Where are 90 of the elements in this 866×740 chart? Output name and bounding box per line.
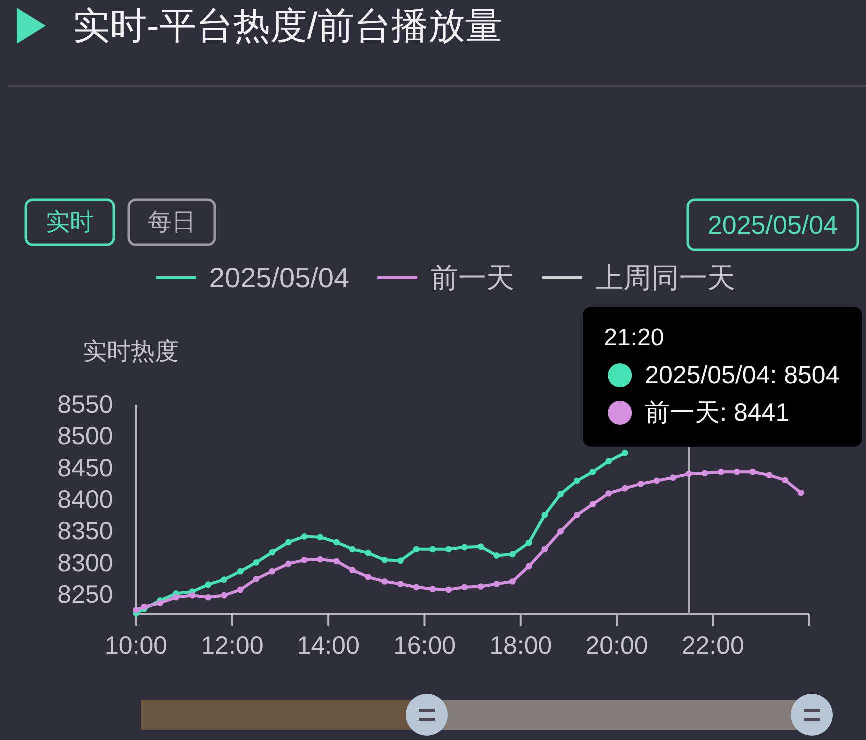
point <box>718 468 725 476</box>
point <box>478 544 484 550</box>
point <box>413 584 420 591</box>
point <box>446 546 452 553</box>
point <box>397 581 404 588</box>
point <box>478 584 484 590</box>
point <box>382 578 388 585</box>
x-tick-label: 16:00 <box>393 632 456 660</box>
point <box>510 578 516 585</box>
point <box>397 558 404 564</box>
x-tick-label: 18:00 <box>490 632 552 660</box>
x-tick-label: 22:00 <box>682 632 744 660</box>
point <box>510 551 516 558</box>
point <box>574 512 580 518</box>
point <box>702 470 708 477</box>
point <box>558 491 564 498</box>
point <box>221 592 228 599</box>
point <box>253 560 260 566</box>
x-tick-label: 12:00 <box>201 632 264 660</box>
legend-label: 前一天 <box>430 262 515 294</box>
point <box>606 490 612 497</box>
point <box>622 485 628 492</box>
chart-title: 实时-平台热度/前台播放量 <box>73 6 503 46</box>
point <box>301 556 308 564</box>
point <box>237 586 244 594</box>
point <box>317 556 324 563</box>
point <box>734 468 740 476</box>
point <box>590 468 596 476</box>
point <box>269 549 276 556</box>
point <box>782 477 788 484</box>
y-tick-label: 8500 <box>58 422 114 451</box>
point <box>253 576 260 582</box>
point <box>269 568 276 575</box>
point <box>285 560 292 568</box>
point <box>221 576 228 583</box>
legend-label: 2025/05/04 <box>209 262 350 294</box>
point <box>622 450 628 456</box>
point <box>494 552 500 559</box>
point <box>526 540 532 546</box>
point <box>430 546 436 553</box>
y-tick-label: 8550 <box>58 391 114 419</box>
point <box>670 474 676 482</box>
point <box>413 546 420 553</box>
point <box>542 512 548 518</box>
point <box>334 558 340 565</box>
x-tick-label: 10:00 <box>105 632 168 660</box>
point <box>638 480 644 488</box>
point <box>750 468 756 476</box>
y-tick-label: 8400 <box>58 486 114 514</box>
annotation: 前一天: 8441 <box>645 399 790 427</box>
point <box>542 546 548 553</box>
point <box>205 582 212 588</box>
point <box>365 550 372 556</box>
point <box>365 574 372 580</box>
x-tick-label: 14:00 <box>297 632 360 660</box>
y-tick-label: 8350 <box>58 518 114 546</box>
point <box>558 528 564 535</box>
point <box>189 592 196 599</box>
point <box>382 556 388 564</box>
point <box>133 607 140 614</box>
point <box>798 490 804 496</box>
point <box>157 600 164 606</box>
point <box>349 567 356 574</box>
y-tick-label: 8250 <box>58 581 114 609</box>
point <box>686 470 692 478</box>
tooltip: 21:20 2025/05/04: 8504 前一天: 8441 <box>583 307 862 447</box>
x-tick-label: 20:00 <box>586 632 648 660</box>
point <box>317 534 324 541</box>
y-tick-label: 8450 <box>58 454 114 482</box>
point <box>494 581 500 588</box>
legend-label: 上周同一天 <box>596 262 736 294</box>
point <box>590 501 596 508</box>
point <box>285 539 292 546</box>
point <box>461 584 468 591</box>
y-tick-label: 8300 <box>58 549 114 578</box>
point <box>205 594 212 601</box>
point <box>173 594 180 601</box>
point <box>301 534 308 540</box>
point <box>654 478 660 484</box>
point <box>606 458 612 465</box>
point <box>526 563 532 570</box>
point <box>334 539 340 546</box>
point <box>766 472 773 478</box>
y-axis-title: 实时热度 <box>83 338 179 366</box>
point <box>461 544 468 551</box>
point <box>237 568 244 575</box>
point <box>574 478 580 484</box>
point <box>446 586 452 594</box>
point <box>349 546 356 553</box>
point <box>430 586 436 592</box>
